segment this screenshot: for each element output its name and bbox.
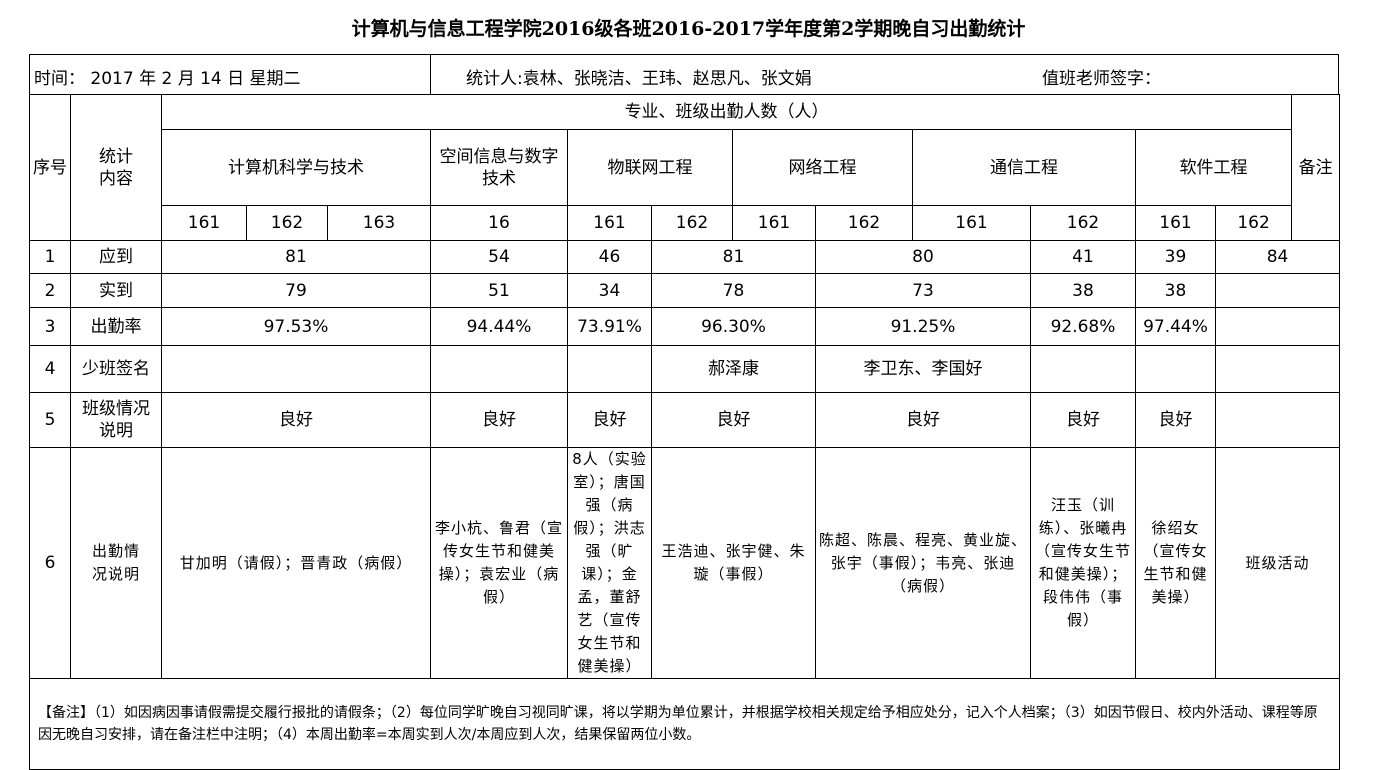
header-index: 序号	[29, 94, 71, 241]
data-cell: 54	[430, 240, 568, 274]
data-cell	[1030, 345, 1136, 393]
class-header: 16	[430, 205, 568, 241]
data-cell: 81	[161, 240, 431, 274]
table-row: 5 班级情况说明 良好 良好 良好 良好 良好 良好 良好	[29, 392, 1341, 448]
data-cell	[430, 345, 568, 393]
data-cell	[1214, 273, 1341, 308]
data-cell	[567, 345, 652, 393]
table-row: 2 实到 79 51 34 78 73 38 38	[29, 273, 1341, 308]
data-cell: 李小杭、鲁君（宣传女生节和健美操）；袁宏业（病假）	[430, 447, 568, 679]
table-row: 1 应到 81 54 46 81 80 41 39 84	[29, 240, 1341, 274]
data-cell: 92.68%	[1030, 307, 1136, 346]
data-cell: 81	[651, 240, 816, 274]
data-cell: 96.30%	[651, 307, 816, 346]
class-header: 163	[327, 205, 431, 241]
attendance-table: 序号 统计内容 专业、班级出勤人数（人） 备注 计算机科学与技术 空间信息与数字…	[28, 94, 1341, 770]
class-header: 161	[161, 205, 247, 241]
row-label: 实到	[70, 273, 162, 308]
data-cell: 78	[651, 273, 816, 308]
class-header: 162	[246, 205, 328, 241]
class-header: 161	[912, 205, 1031, 241]
row-label: 出勤率	[70, 307, 162, 346]
major-header: 网络工程	[732, 129, 913, 206]
data-cell: 良好	[1135, 392, 1216, 448]
data-cell: 84	[1214, 240, 1341, 274]
data-cell	[161, 345, 431, 393]
data-cell: 41	[1030, 240, 1136, 274]
data-cell	[1214, 392, 1341, 448]
class-header: 162	[815, 205, 913, 241]
data-cell: 51	[430, 273, 568, 308]
data-cell: 陈超、陈晨、程亮、黄业旋、张宇（事假）；韦亮、张迪（病假）	[815, 447, 1031, 679]
page-title: 计算机与信息工程学院2016级各班2016-2017学年度第2学期晚自习出勤统计	[351, 18, 1026, 40]
data-cell: 97.53%	[161, 307, 431, 346]
data-cell: 38	[1030, 273, 1136, 308]
data-cell: 良好	[430, 392, 568, 448]
date-text: 时间： 2017 年 2 月 14 日 星期二	[34, 69, 301, 89]
major-header: 物联网工程	[567, 129, 733, 206]
data-cell: 李卫东、李国好	[815, 345, 1031, 393]
major-header: 通信工程	[912, 129, 1136, 206]
data-cell	[1214, 307, 1341, 346]
data-cell: 班级活动	[1214, 447, 1341, 679]
data-cell	[1214, 345, 1341, 393]
class-header: 161	[732, 205, 816, 241]
header-remark: 备注	[1291, 94, 1341, 241]
data-cell: 良好	[161, 392, 431, 448]
table-row: 6 出勤情况说明 甘加明（请假）；晋青政（病假） 李小杭、鲁君（宣传女生节和健美操）；…	[29, 447, 1341, 679]
data-cell: 73.91%	[567, 307, 652, 346]
major-header: 空间信息与数字技术	[430, 129, 568, 206]
data-cell: 甘加明（请假）；晋青政（病假）	[161, 447, 431, 679]
data-cell: 良好	[1030, 392, 1136, 448]
data-cell: 徐绍女（宣传女生节和健美操）	[1135, 447, 1216, 679]
teacher-sign-label: 值班老师签字：	[1042, 69, 1161, 89]
data-cell: 38	[1135, 273, 1216, 308]
row-index: 6	[29, 447, 71, 679]
data-cell: 王浩迪、张宇健、朱璇（事假）	[651, 447, 816, 679]
header-group: 专业、班级出勤人数（人）	[160, 94, 1293, 130]
notes: 【备注】（1）如因病因事请假需提交履行报批的请假条；（2）每位同学旷晚自习视同旷…	[28, 678, 1341, 770]
data-cell: 73	[815, 273, 1031, 308]
row-index: 5	[29, 392, 71, 448]
header-content: 统计内容	[70, 94, 162, 241]
row-label: 出勤情况说明	[70, 447, 162, 679]
major-header: 软件工程	[1134, 129, 1293, 206]
data-cell: 汪玉（训练）、张曦冉（宣传女生节和健美操）；段伟伟（事假）	[1030, 447, 1136, 679]
data-cell: 79	[161, 273, 431, 308]
data-cell: 94.44%	[430, 307, 568, 346]
data-cell: 良好	[651, 392, 816, 448]
row-label: 应到	[70, 240, 162, 274]
data-cell: 91.25%	[815, 307, 1031, 346]
data-cell: 80	[815, 240, 1031, 274]
data-cell: 46	[567, 240, 652, 274]
data-cell: 8人（实验室）；唐国强（病假）；洪志强（旷课）；金孟，董舒艺（宣传女生节和健美操…	[567, 447, 652, 679]
class-header: 162	[1030, 205, 1136, 241]
major-header: 计算机科学与技术	[161, 129, 431, 206]
class-header: 161	[1135, 205, 1216, 241]
class-header: 162	[651, 205, 733, 241]
data-cell: 34	[567, 273, 652, 308]
data-cell: 郝泽康	[651, 345, 816, 393]
row-label: 班级情况说明	[70, 392, 162, 448]
info-bar: 时间： 2017 年 2 月 14 日 星期二 统计人:袁林、张晓洁、王玮、赵思…	[29, 54, 1339, 95]
data-cell: 97.44%	[1135, 307, 1216, 346]
row-index: 2	[29, 273, 71, 308]
row-index: 3	[29, 307, 71, 346]
data-cell: 良好	[815, 392, 1031, 448]
class-header: 162	[1214, 205, 1293, 241]
data-cell: 39	[1135, 240, 1216, 274]
data-cell: 良好	[567, 392, 652, 448]
row-index: 4	[29, 345, 71, 393]
counters-text: 统计人:袁林、张晓洁、王玮、赵思凡、张文娟	[466, 69, 812, 89]
data-cell	[1135, 345, 1216, 393]
divider	[430, 55, 431, 95]
row-label: 少班签名	[70, 345, 162, 393]
class-header: 161	[567, 205, 652, 241]
table-row: 4 少班签名 郝泽康 李卫东、李国好	[29, 345, 1341, 393]
table-row: 3 出勤率 97.53% 94.44% 73.91% 96.30% 91.25% 92.68%…	[29, 307, 1341, 346]
row-index: 1	[29, 240, 71, 274]
